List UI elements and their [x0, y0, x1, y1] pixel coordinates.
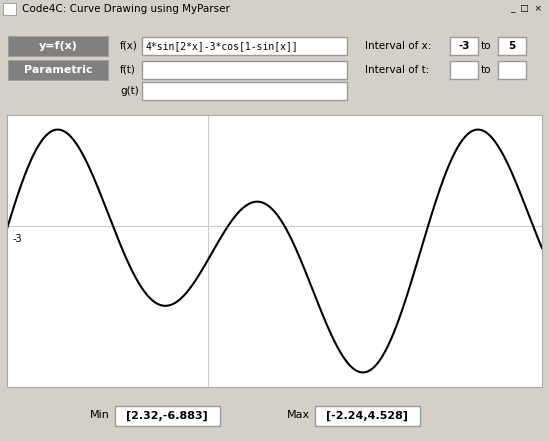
Text: g(t): g(t) [120, 86, 139, 96]
Text: _  □  ×: _ □ × [511, 4, 542, 14]
Text: to: to [481, 41, 491, 51]
Text: Parametric: Parametric [24, 65, 92, 75]
Text: 4*sin[2*x]-3*cos[1-sin[x]]: 4*sin[2*x]-3*cos[1-sin[x]] [145, 41, 298, 51]
Text: to: to [481, 65, 491, 75]
Text: Code4C: Curve Drawing using MyParser: Code4C: Curve Drawing using MyParser [22, 4, 230, 14]
Text: Interval of t:: Interval of t: [365, 65, 429, 75]
Text: Max: Max [287, 411, 310, 421]
Text: [2.32,-6.883]: [2.32,-6.883] [126, 411, 208, 421]
Bar [115, 406, 220, 426]
Text: f(x): f(x) [120, 41, 138, 51]
Text: y=f(x): y=f(x) [38, 41, 77, 51]
Bar [450, 61, 478, 79]
Bar [142, 37, 347, 55]
Bar [450, 37, 478, 55]
Bar [498, 37, 526, 55]
Text: [-2.24,4.528]: [-2.24,4.528] [326, 411, 408, 421]
Text: Interval of x:: Interval of x: [365, 41, 432, 51]
Text: Min: Min [90, 411, 110, 421]
Bar [8, 60, 108, 80]
Text: 5: 5 [508, 41, 516, 51]
Text: -3: -3 [12, 234, 22, 244]
Text: -3: -3 [458, 41, 470, 51]
Text: f(t): f(t) [120, 65, 136, 75]
Bar [142, 61, 347, 79]
Bar [498, 61, 526, 79]
Bar [315, 406, 420, 426]
Bar [3, 3, 16, 15]
Bar [142, 82, 347, 100]
Bar [8, 36, 108, 56]
